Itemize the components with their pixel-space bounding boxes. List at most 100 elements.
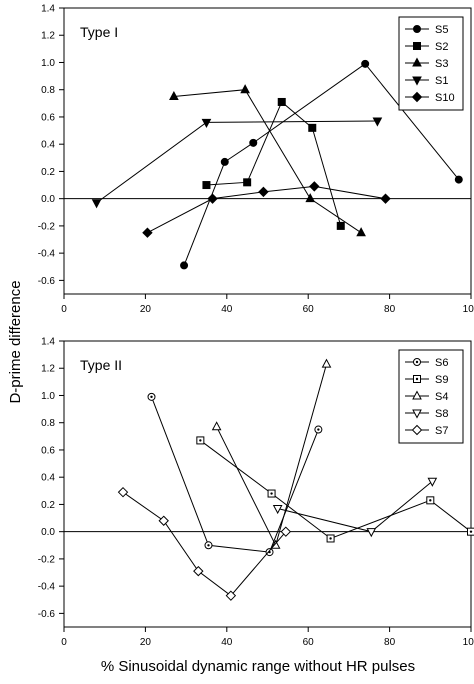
x-tick-label: 20: [140, 637, 152, 648]
series-s7-point: [225, 590, 237, 601]
series-s10-point: [309, 181, 320, 192]
series-s2-point: [243, 178, 252, 187]
series-s9-point-center: [329, 537, 332, 540]
y-tick-label: 0.6: [41, 445, 55, 456]
plot-frame: [63, 7, 472, 295]
x-tick-label: 0: [61, 637, 67, 648]
x-axis-label: % Sinusoidal dynamic range without HR pu…: [101, 658, 415, 675]
series-s5-point: [220, 157, 229, 166]
series-s2-point: [202, 181, 211, 190]
series-s1: [91, 117, 383, 209]
panel-label: Type II: [80, 357, 122, 373]
series-s7: [117, 486, 292, 601]
y-tick-label: 0.4: [41, 473, 55, 484]
series-s8-line: [277, 480, 433, 533]
series-s10-point: [207, 193, 218, 204]
series-s8: [272, 477, 438, 538]
x-tick-label: 40: [221, 637, 233, 648]
y-tick-label: 0.2: [41, 167, 55, 178]
series-s3: [169, 84, 366, 237]
series-s6: [147, 392, 323, 557]
x-tick-label: 80: [384, 304, 396, 315]
legend-s4-marker: [412, 390, 422, 400]
series-s9: [196, 436, 474, 543]
legend-s4-label: S4: [435, 391, 448, 403]
legend-s7-marker: [411, 424, 423, 436]
legend-s1-label: S1: [435, 75, 448, 87]
series-s5-point: [454, 175, 463, 184]
x-tick-label: 100: [463, 637, 474, 648]
y-tick-label: 0.8: [41, 85, 55, 96]
y-tick-label: 0.4: [41, 140, 55, 151]
y-tick-label: -0.6: [38, 276, 56, 287]
series-s5-point: [361, 59, 370, 68]
series-s9-point-center: [469, 530, 473, 533]
series-s4-line: [216, 364, 327, 547]
series-s3-point: [356, 227, 366, 237]
series-s2-point: [308, 123, 317, 132]
series-s6-point-center: [207, 544, 210, 547]
series-s3-point: [169, 90, 179, 101]
plot-frame: [63, 340, 472, 628]
legend-s8-label: S8: [435, 408, 448, 420]
series-s7-point: [158, 515, 169, 526]
chart-panel-2: -0.6 -0.4 -0.2 0.0 0.2 0.4 0.6 0.8 1.0 1.2 1.4 0 20 4…: [38, 337, 474, 648]
y-axis-label: D-prime difference: [7, 280, 24, 403]
chart-panels: -0.6 -0.4 -0.2 0.0 0.2 0.4 0.6 0.8 1.0 1.2 1.4 0 20 4…: [38, 4, 474, 648]
series-s4-point: [321, 358, 332, 368]
y-tick-label: 1.2: [41, 31, 55, 42]
series-s1-point: [201, 118, 212, 128]
y-tick-label: 1.0: [41, 58, 55, 69]
series-s5-point: [249, 138, 258, 147]
legend: S6 S9 S4 S8 S7: [398, 349, 464, 444]
series-s1-point: [91, 199, 102, 209]
series-s10-point: [142, 227, 153, 238]
y-tick-label: 0.2: [41, 500, 55, 511]
x-tick-label: 60: [303, 304, 315, 315]
y-tick-label: -0.2: [38, 554, 56, 565]
legend-s1-marker: [412, 76, 422, 86]
series-s3-point: [305, 193, 316, 203]
series-s6-line: [151, 396, 319, 553]
legend-s5-label: S5: [435, 24, 448, 36]
x-tick-label: 80: [384, 637, 396, 648]
series-s5-point: [180, 261, 189, 270]
x-tick-label: 20: [140, 304, 152, 315]
legend-s8-marker: [412, 409, 422, 419]
series-s6-point-center: [317, 428, 320, 431]
x-tick-label: 40: [221, 304, 233, 315]
legend-s9-marker-center: [415, 377, 419, 381]
legend-s10-label: S10: [435, 92, 455, 104]
y-tick-label: 0.0: [41, 194, 55, 205]
panel-label: Type I: [80, 24, 118, 40]
legend-s2-marker: [413, 42, 421, 50]
series-s1-point: [372, 117, 383, 127]
series-s7-point: [280, 526, 292, 537]
x-tick-label: 60: [303, 637, 315, 648]
y-tick-label: 1.2: [41, 364, 55, 375]
series-s3-point: [240, 84, 250, 94]
chart-panel-1: -0.6 -0.4 -0.2 0.0 0.2 0.4 0.6 0.8 1.0 1.2 1.4 0 20 4…: [38, 4, 474, 316]
legend-s9-label: S9: [435, 374, 448, 386]
y-tick-label: 0.0: [41, 527, 55, 538]
legend-s3-marker: [412, 57, 422, 67]
legend-s2-label: S2: [435, 41, 448, 53]
y-tick-label: 1.4: [41, 4, 55, 15]
series-s4-point: [211, 421, 222, 431]
series-s8-point: [366, 528, 377, 538]
legend-s3-label: S3: [435, 58, 448, 70]
legend-s5-marker: [413, 25, 421, 33]
legend-s6-label: S6: [435, 357, 448, 369]
series-s9-line: [200, 440, 472, 540]
y-tick-label: -0.4: [38, 582, 56, 593]
series-s8-point: [272, 505, 283, 515]
y-tick-label: 0.8: [41, 418, 55, 429]
y-tick-label: -0.4: [38, 249, 56, 260]
series-s7-point: [117, 486, 129, 498]
series-s10: [142, 181, 391, 238]
x-tick-label: 0: [61, 304, 67, 315]
series-s10-point: [258, 186, 269, 198]
series-s9-point-center: [429, 499, 432, 502]
y-tick-label: 1.0: [41, 391, 55, 402]
y-tick-label: -0.6: [38, 609, 56, 620]
